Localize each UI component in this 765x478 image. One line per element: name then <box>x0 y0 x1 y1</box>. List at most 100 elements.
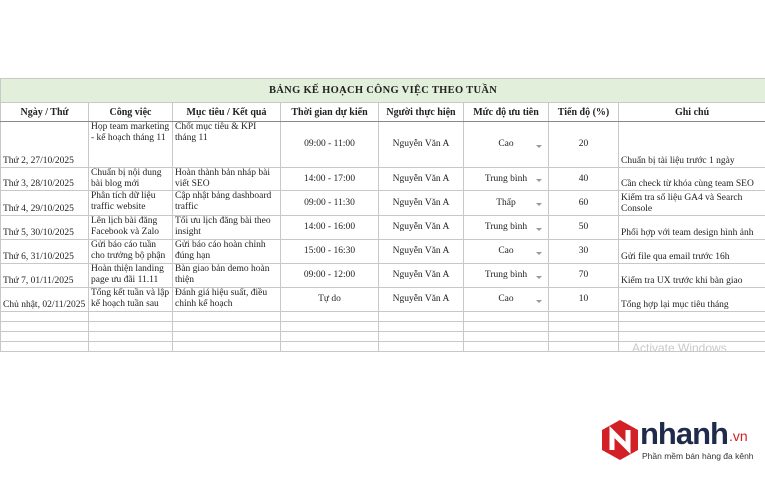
empty-cell <box>88 321 173 332</box>
empty-cell <box>617 311 765 322</box>
column-header: Mức độ ưu tiên <box>463 102 549 122</box>
progress-cell: 30 <box>548 239 619 264</box>
table-row: Thứ 5, 30/10/2025 Lên lịch bài đăng Faceb… <box>0 215 765 240</box>
day-cell: Thứ 5, 30/10/2025 <box>0 215 89 240</box>
table-row: Chủ nhật, 02/11/2025 Tổng kết tuần và lập… <box>0 287 765 312</box>
goal-cell: Hoàn thành bản nháp bài viết SEO <box>172 167 281 191</box>
priority-cell: Cao <box>463 287 549 312</box>
assignee-cell: Nguyễn Văn A <box>378 190 464 216</box>
priority-cell: Trung bình <box>463 215 549 240</box>
header-row: Ngày / Thứ Công việc Mục tiêu / Kết quả Thờ… <box>0 102 765 122</box>
empty-cell <box>0 321 89 332</box>
empty-cell <box>463 341 549 352</box>
column-header: Mục tiêu / Kết quả <box>172 102 281 122</box>
note-cell: Gửi file qua email trước 16h <box>617 239 765 264</box>
empty-cell <box>378 341 464 352</box>
empty-cell <box>280 331 379 342</box>
assignee-cell: Nguyễn Văn A <box>378 239 464 264</box>
column-header: Công việc <box>88 102 173 122</box>
progress-cell: 70 <box>548 263 619 288</box>
day-cell: Thứ 3, 28/10/2025 <box>0 167 89 191</box>
table-title: BẢNG KẾ HOẠCH CÔNG VIỆC THEO TUẦN <box>0 78 765 103</box>
table-row: Thứ 6, 31/10/2025 Gửi báo cáo tuần cho tr… <box>0 239 765 264</box>
note-cell: Phối hợp với team design hình ảnh <box>617 215 765 240</box>
goal-cell: Tối ưu lịch đăng bài theo insight <box>172 215 281 240</box>
note-cell: Cần check từ khóa cùng team SEO <box>617 167 765 191</box>
time-cell: 15:00 - 16:30 <box>280 239 379 264</box>
empty-cell <box>617 321 765 332</box>
empty-cell <box>548 341 619 352</box>
watermark: Activate Windows <box>632 341 727 355</box>
task-cell: Họp team marketing - kế hoạch tháng 11 <box>88 121 173 168</box>
empty-cell <box>378 321 464 332</box>
task-cell: Gửi báo cáo tuần cho trưởng bộ phận <box>88 239 173 264</box>
day-cell: Thứ 6, 31/10/2025 <box>0 239 89 264</box>
task-cell: Hoàn thiện landing page ưu đãi 11.11 <box>88 263 173 288</box>
time-cell: 14:00 - 17:00 <box>280 167 379 191</box>
day-cell: Chủ nhật, 02/11/2025 <box>0 287 89 312</box>
time-cell: 09:00 - 12:00 <box>280 263 379 288</box>
priority-cell: Cao <box>463 121 549 168</box>
goal-cell: Đánh giá hiệu suất, điều chỉnh kế hoạch <box>172 287 281 312</box>
column-header: Thời gian dự kiến <box>280 102 379 122</box>
column-header: Ghi chú <box>617 102 765 122</box>
goal-cell: Chốt mục tiêu & KPI tháng 11 <box>172 121 281 168</box>
empty-cell <box>548 321 619 332</box>
empty-cell <box>548 331 619 342</box>
logo: nhanh .vn Phần mềm bán hàng đa kênh <box>600 416 760 468</box>
progress-cell: 60 <box>548 190 619 216</box>
empty-row <box>0 331 765 342</box>
note-cell: Tổng hợp lại mục tiêu tháng <box>617 287 765 312</box>
task-cell: Lên lịch bài đăng Facebook và Zalo <box>88 215 173 240</box>
progress-cell: 20 <box>548 121 619 168</box>
note-cell: Kiểm tra UX trước khi bàn giao <box>617 263 765 288</box>
column-header: Tiến độ (%) <box>548 102 619 122</box>
empty-cell <box>280 311 379 322</box>
time-cell: 09:00 - 11:30 <box>280 190 379 216</box>
goal-cell: Cập nhật bảng dashboard traffic <box>172 190 281 216</box>
task-cell: Tổng kết tuần và lập kế hoạch tuần sau <box>88 287 173 312</box>
progress-cell: 40 <box>548 167 619 191</box>
assignee-cell: Nguyễn Văn A <box>378 263 464 288</box>
table-row: Thứ 3, 28/10/2025 Chuẩn bị nội dung bài b… <box>0 167 765 191</box>
empty-cell <box>378 311 464 322</box>
empty-cell <box>463 321 549 332</box>
priority-cell: Trung bình <box>463 263 549 288</box>
goal-cell: Bàn giao bản demo hoàn thiện <box>172 263 281 288</box>
progress-cell: 10 <box>548 287 619 312</box>
assignee-cell: Nguyễn Văn A <box>378 167 464 191</box>
task-cell: Phân tích dữ liệu traffic website <box>88 190 173 216</box>
day-cell: Thứ 2, 27/10/2025 <box>0 121 89 168</box>
empty-cell <box>88 311 173 322</box>
empty-cell <box>280 321 379 332</box>
column-header: Người thực hiện <box>378 102 464 122</box>
empty-cell <box>172 341 281 352</box>
logo-domain: .vn <box>729 428 748 444</box>
empty-cell <box>463 331 549 342</box>
empty-row <box>0 341 765 352</box>
empty-row <box>0 321 765 332</box>
empty-cell <box>0 341 89 352</box>
empty-cell <box>172 321 281 332</box>
priority-cell: Cao <box>463 239 549 264</box>
day-cell: Thứ 4, 29/10/2025 <box>0 190 89 216</box>
empty-cell <box>378 331 464 342</box>
task-cell: Chuẩn bị nội dung bài blog mới <box>88 167 173 191</box>
plan-table: BẢNG KẾ HOẠCH CÔNG VIỆC THEO TUẦN Ngày /… <box>0 78 765 352</box>
note-cell: Kiểm tra số liệu GA4 và Search Console <box>617 190 765 216</box>
empty-cell <box>463 311 549 322</box>
logo-icon <box>602 420 638 460</box>
empty-row <box>0 311 765 322</box>
time-cell: Tự do <box>280 287 379 312</box>
progress-cell: 50 <box>548 215 619 240</box>
table-row: Thứ 7, 01/11/2025 Hoàn thiện landing page… <box>0 263 765 288</box>
empty-cell <box>88 331 173 342</box>
table-row: Thứ 2, 27/10/2025 Họp team marketing - kế… <box>0 121 765 168</box>
table-row: Thứ 4, 29/10/2025 Phân tích dữ liệu traff… <box>0 190 765 216</box>
note-cell: Chuẩn bị tài liệu trước 1 ngày <box>617 121 765 168</box>
logo-brand: nhanh <box>640 416 729 451</box>
empty-cell <box>548 311 619 322</box>
priority-cell: Trung bình <box>463 167 549 191</box>
empty-cell <box>0 331 89 342</box>
